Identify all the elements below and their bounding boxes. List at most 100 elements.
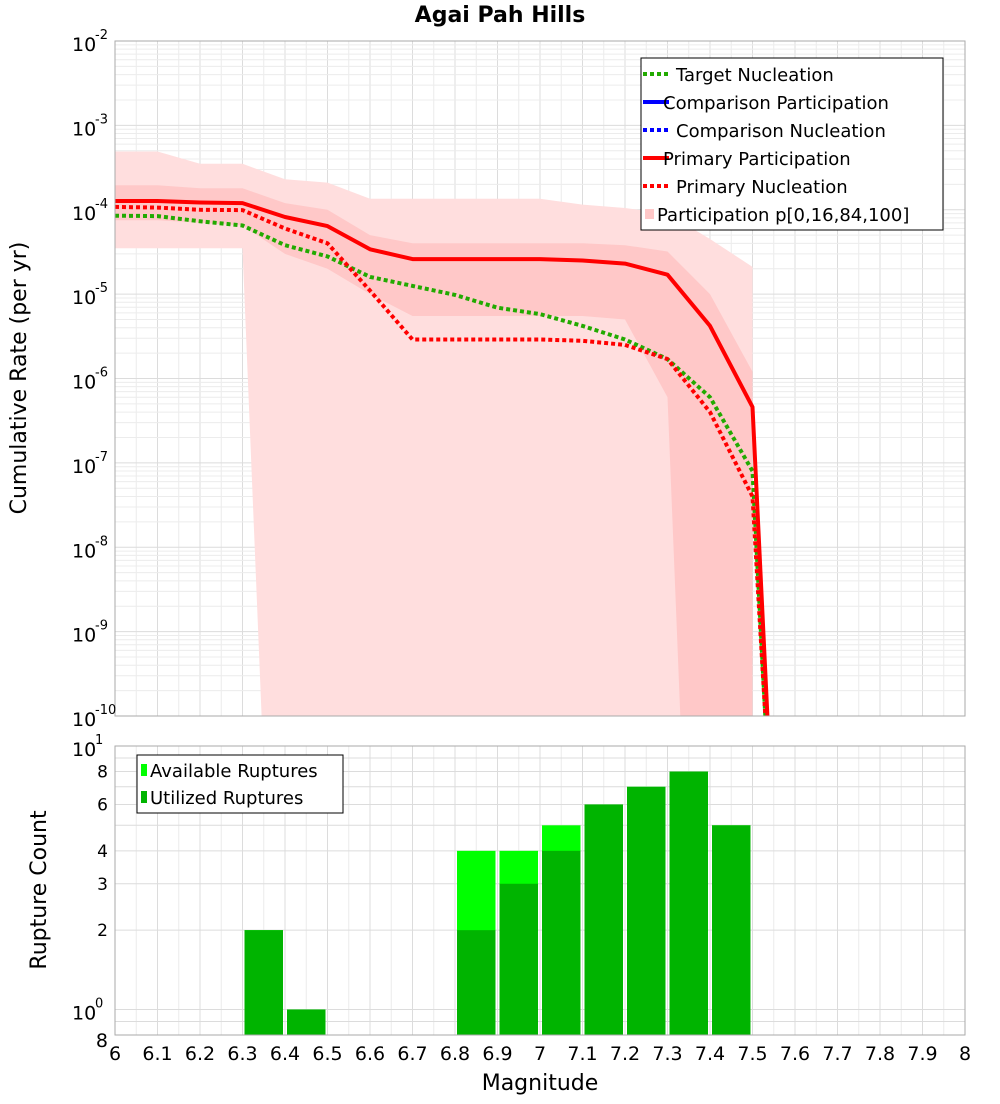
x-tick-label: 6.5 — [312, 1043, 342, 1065]
legend-label: Comparison Participation — [663, 93, 889, 114]
utilized-ruptures-bar — [457, 930, 496, 1035]
legend-swatch-bar — [141, 764, 147, 776]
top-y-tick: 10-2 — [72, 28, 108, 56]
bottom-legend-box — [136, 754, 344, 814]
legend-item: Primary Nucleation — [643, 177, 848, 198]
legend-item: Participation p[0,16,84,100] — [645, 205, 909, 226]
top-y-tick-exp: -4 — [95, 197, 108, 212]
top-plot-frame — [114, 40, 966, 717]
x-tick-label: 7.4 — [695, 1043, 725, 1065]
top-y-tick: 10-9 — [72, 619, 108, 647]
bottom-y-tick: 2 — [97, 921, 108, 941]
legend-item: Utilized Ruptures — [141, 788, 303, 809]
legend-label: Primary Participation — [663, 149, 851, 170]
bottom-y-tick-base: 10 — [72, 1002, 96, 1024]
utilized-ruptures-bar — [584, 804, 623, 1035]
series-line-primary-nucleation — [114, 204, 768, 717]
legend-item: Available Ruptures — [141, 761, 318, 782]
legend-item: Comparison Nucleation — [643, 121, 886, 142]
legend-label: Available Ruptures — [150, 761, 318, 782]
legend-swatch-band — [645, 209, 654, 219]
x-axis-label: Magnitude — [482, 1071, 599, 1096]
bottom-y-tick-label: 4 — [97, 842, 108, 862]
bottom-y-tick: 3 — [97, 875, 108, 895]
bottom-y-tick-label: 3 — [97, 875, 108, 895]
x-tick-label: 6.1 — [142, 1043, 172, 1065]
legend-label: Primary Nucleation — [676, 177, 848, 198]
x-tick-label: 6.3 — [227, 1043, 257, 1065]
x-tick-label: 6.6 — [355, 1043, 385, 1065]
x-tick-label: 7.2 — [610, 1043, 640, 1065]
top-y-tick-base: 10 — [72, 203, 96, 225]
series-line-primary-participation — [115, 199, 770, 717]
bottom-y-tick-label: 2 — [97, 921, 108, 941]
x-tick-label: 7 — [534, 1043, 546, 1065]
top-y-tick-exp: -3 — [95, 112, 108, 127]
legend-label: Target Nucleation — [675, 65, 834, 86]
series-line-target-nucleation — [114, 213, 768, 717]
legend-item: Target Nucleation — [643, 65, 834, 86]
top-y-tick-exp: -5 — [95, 281, 108, 296]
utilized-ruptures-bar — [499, 883, 538, 1035]
legend-item: Comparison Participation — [643, 93, 889, 114]
utilized-ruptures-bar — [669, 771, 708, 1035]
top-y-tick: 10-8 — [72, 534, 108, 562]
bottom-y-tick: 6 — [97, 795, 108, 815]
top-y-tick-base: 10 — [72, 709, 96, 731]
top-y-tick: 10-5 — [72, 281, 108, 309]
bottom-y-tick-label: 8 — [97, 763, 108, 783]
x-tick-label: 7.3 — [652, 1043, 682, 1065]
top-y-tick-exp: -9 — [95, 619, 108, 634]
utilized-ruptures-bar — [712, 825, 751, 1035]
legend-label: Comparison Nucleation — [676, 121, 886, 142]
top-y-tick: 10-3 — [72, 112, 108, 140]
utilized-ruptures-bar — [287, 1009, 326, 1035]
x-tick-label: 6.4 — [270, 1043, 300, 1065]
bottom-y-axis-label: Rupture Count — [27, 810, 52, 970]
bottom-y-tick-label: 8 — [96, 1030, 108, 1052]
top-y-tick-exp: -6 — [95, 366, 108, 381]
legend-swatch-bar — [141, 791, 147, 803]
chart-title: Agai Pah Hills — [415, 3, 586, 28]
x-tick-label: 7.8 — [865, 1043, 895, 1065]
bottom-y-tick: 4 — [97, 842, 108, 862]
top-y-tick: 10-10 — [72, 703, 116, 731]
x-tick-label: 6.9 — [482, 1043, 512, 1065]
top-y-tick-base: 10 — [72, 372, 96, 394]
top-y-tick-base: 10 — [72, 540, 96, 562]
x-tick-label: 6.7 — [397, 1043, 427, 1065]
top-y-tick-exp: -10 — [95, 703, 116, 718]
x-tick-label: 7.1 — [567, 1043, 597, 1065]
utilized-ruptures-bar — [542, 850, 581, 1035]
top-y-tick-base: 10 — [72, 625, 96, 647]
x-tick-label: 7.6 — [780, 1043, 810, 1065]
top-y-tick-base: 10 — [72, 456, 96, 478]
bottom-plot-frame — [114, 745, 966, 1036]
x-tick-label: 7.5 — [737, 1043, 767, 1065]
bottom-y-tick-label: 6 — [97, 795, 108, 815]
bottom-y-tick-exp: 1 — [95, 733, 103, 748]
legend-label: Utilized Ruptures — [150, 788, 303, 809]
top-y-tick-base: 10 — [72, 34, 96, 56]
utilized-ruptures-bar — [627, 786, 666, 1035]
x-tick-label: 6 — [109, 1043, 121, 1065]
x-tick-label: 8 — [959, 1043, 971, 1065]
top-y-tick-exp: -2 — [95, 28, 108, 43]
legend-label: Participation p[0,16,84,100] — [657, 205, 909, 226]
x-tick-label: 6.2 — [185, 1043, 215, 1065]
top-y-axis-label: Cumulative Rate (per yr) — [7, 242, 32, 515]
top-y-tick: 10-4 — [72, 197, 108, 225]
top-y-tick-base: 10 — [72, 287, 96, 309]
x-tick-label: 6.8 — [440, 1043, 470, 1065]
bottom-y-tick-exp: 0 — [95, 996, 103, 1011]
top-legend-box — [640, 57, 944, 231]
top-y-tick: 10-6 — [72, 366, 108, 394]
top-y-tick-base: 10 — [72, 118, 96, 140]
utilized-ruptures-bar — [244, 930, 283, 1035]
legend-item: Primary Participation — [643, 149, 851, 170]
bottom-y-tick: 8 — [97, 763, 108, 783]
top-y-tick-exp: -7 — [95, 450, 108, 465]
x-tick-label: 7.9 — [907, 1043, 937, 1065]
